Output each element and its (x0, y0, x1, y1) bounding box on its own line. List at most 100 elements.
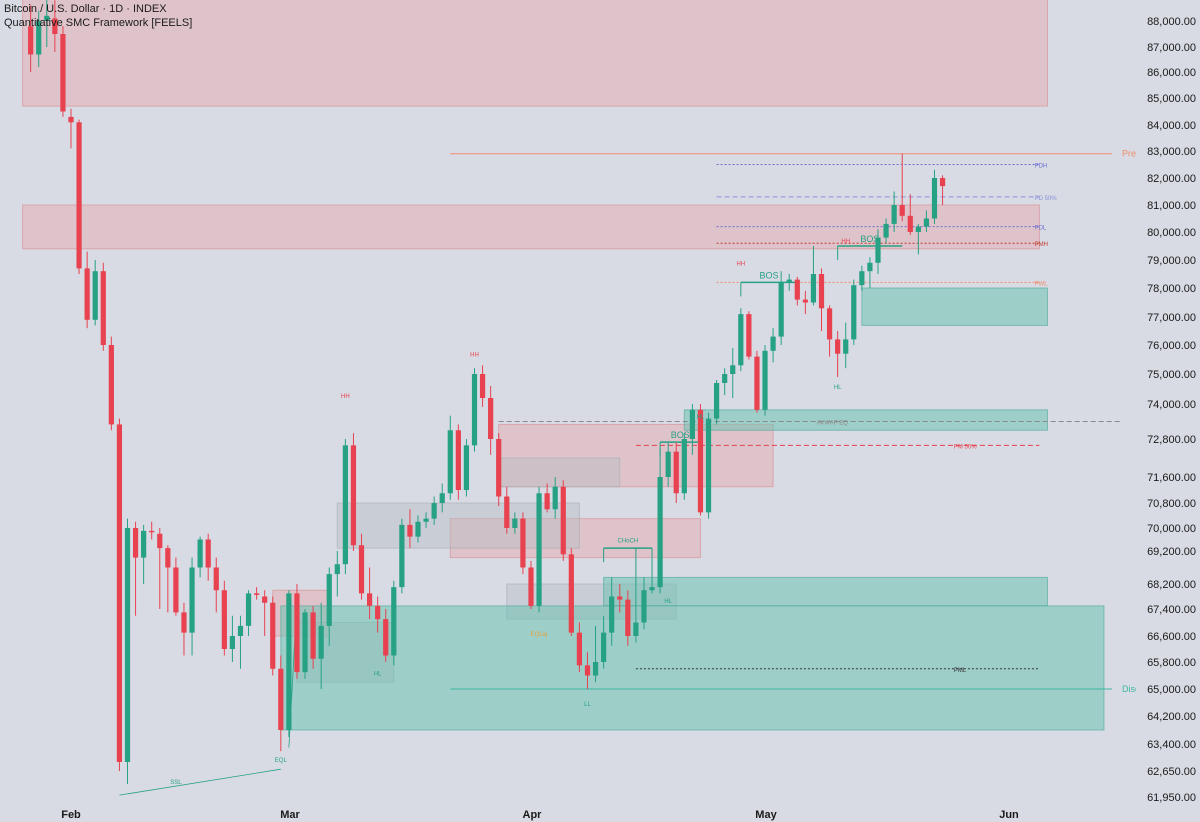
y-tick-label: 72,800.00 (1147, 434, 1196, 446)
candle-body (431, 503, 437, 519)
x-tick-label: Apr (523, 809, 543, 821)
y-tick-label: 71,600.00 (1147, 472, 1196, 484)
supply-zone (498, 423, 774, 488)
candle-body (157, 533, 163, 549)
candle-body (705, 418, 712, 513)
level-label: AVWAP EQ (817, 421, 849, 427)
candle-body (520, 518, 526, 568)
candle-body (294, 593, 300, 673)
candle-body (108, 345, 114, 425)
candle-body (681, 439, 687, 494)
candle-body (859, 271, 865, 286)
candle-body (810, 274, 817, 303)
candle-body (254, 593, 260, 595)
chart-title: Bitcoin / U.S. Dollar · 1D · INDEX (4, 3, 167, 15)
candle-body (173, 567, 179, 613)
annotation-label: LL (584, 702, 591, 708)
candle-body (205, 539, 211, 568)
candle-body (447, 430, 453, 494)
candle-body (141, 530, 147, 558)
candle-body (504, 496, 510, 528)
y-tick-label: 83,000.00 (1147, 146, 1196, 158)
annotation-label: HH (341, 394, 350, 400)
neutral-zone (498, 457, 621, 488)
y-tick-label: 70,000.00 (1147, 523, 1196, 535)
level-label: PDL (1035, 226, 1047, 232)
y-tick-label: 74,000.00 (1147, 399, 1196, 411)
candle-body (826, 308, 833, 340)
candle-body (76, 122, 82, 269)
y-tick-label: 75,000.00 (1147, 369, 1196, 381)
candle-body (915, 226, 921, 232)
candle-body (423, 518, 429, 522)
candle-body (568, 554, 574, 633)
y-tick-label: 64,200.00 (1147, 711, 1196, 723)
candle-body (835, 339, 841, 354)
annotation-label: HL (834, 385, 842, 391)
candle-body (132, 528, 139, 558)
candle-body (342, 445, 348, 565)
y-tick-label: 63,400.00 (1147, 739, 1196, 751)
candle-body (665, 451, 671, 477)
annotation-label: HL (697, 415, 705, 421)
candle-body (923, 218, 930, 227)
candle-body (552, 486, 558, 510)
candle-body (286, 593, 292, 730)
candle-body (334, 564, 340, 575)
candle-body (165, 548, 171, 568)
level-label: PM 50% (954, 444, 977, 450)
y-tick-label: 87,000.00 (1147, 42, 1196, 54)
candle-body (649, 587, 655, 591)
bos-label: BOS (860, 234, 879, 244)
candle-body (657, 477, 663, 588)
y-tick-label: 80,000.00 (1147, 227, 1196, 239)
candle-body (455, 430, 461, 490)
candle-body (391, 587, 397, 656)
x-tick-label: Mar (280, 809, 300, 821)
annotation-label: EQLiq (531, 632, 548, 638)
candle-body (851, 285, 857, 340)
candle-body (318, 625, 324, 659)
annotation-label: EQL (275, 758, 288, 764)
candle-body (794, 279, 800, 300)
level-label: PD 50% (1035, 196, 1058, 202)
candle-body (714, 383, 720, 419)
bos-label: BOS (671, 430, 690, 440)
candle-body (221, 590, 227, 649)
level-label: PMH (1035, 242, 1048, 248)
candle-body (528, 567, 534, 606)
candle-body (28, 26, 34, 55)
y-tick-label: 76,000.00 (1147, 340, 1196, 352)
indicator-name: Quantitative SMC Framework [FEELS] (4, 17, 193, 29)
supply-zone (22, 0, 1048, 107)
candle-body (488, 398, 494, 439)
candle-body (931, 178, 938, 219)
candle-body (738, 314, 744, 366)
level-label: PDH (1035, 164, 1048, 170)
candle-body (722, 374, 728, 383)
candle-body (189, 567, 195, 633)
y-tick-label: 79,000.00 (1147, 255, 1196, 267)
candle-body (383, 619, 389, 656)
neutral-zone (336, 502, 580, 549)
candle-body (245, 593, 252, 626)
y-tick-label: 78,000.00 (1147, 283, 1196, 295)
candle-body (899, 205, 905, 216)
candle-body (754, 356, 760, 410)
candle-body (60, 34, 66, 112)
demand-zone (280, 605, 1105, 731)
bos-label: BOS (760, 270, 779, 280)
candle-body (262, 596, 268, 603)
demand-zone (683, 409, 1048, 431)
candle-body (181, 612, 187, 633)
candle-body (730, 365, 736, 374)
candle-body (746, 314, 752, 357)
candle-body (439, 493, 445, 503)
candle-body (407, 524, 413, 537)
candle-body (471, 374, 478, 446)
y-tick-label: 70,800.00 (1147, 498, 1196, 510)
y-tick-label: 77,000.00 (1147, 312, 1196, 324)
candle-body (310, 612, 316, 659)
annotation-label: CHoCH (617, 538, 638, 544)
candle-body (625, 599, 631, 636)
